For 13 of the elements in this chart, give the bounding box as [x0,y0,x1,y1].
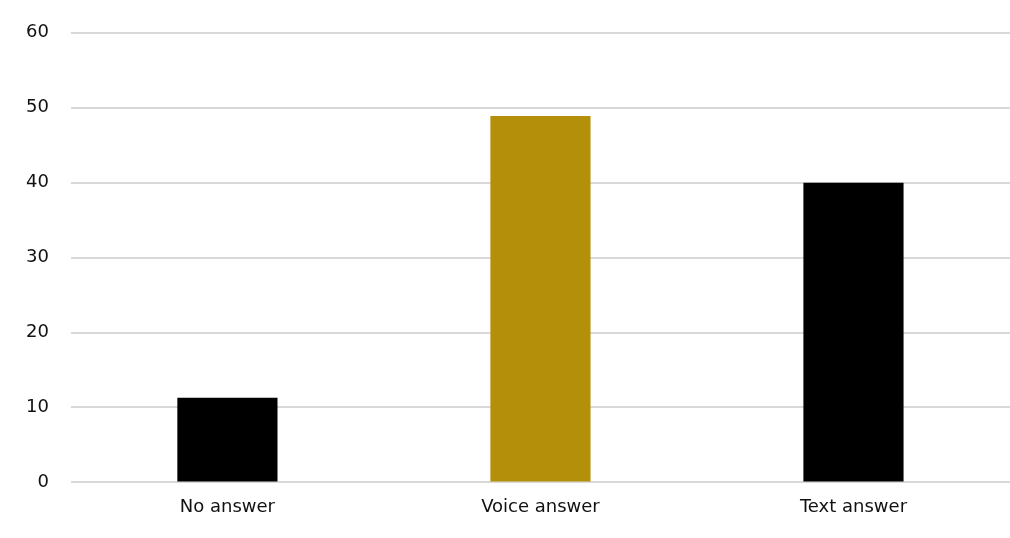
x-tick-label: No answer [179,494,276,516]
x-tick-label: Voice answer [481,494,601,516]
y-tick-label: 40 [26,170,49,192]
bar [490,115,591,482]
y-tick-label: 0 [37,470,49,492]
y-tick-label: 60 [26,20,49,42]
y-tick-label: 10 [26,395,49,417]
y-tick-label: 50 [26,95,49,117]
y-tick-label: 30 [26,245,49,267]
bar [803,182,904,482]
bar [177,397,278,482]
y-tick-label: 20 [26,320,49,342]
x-tick-label: Text answer [798,494,908,516]
